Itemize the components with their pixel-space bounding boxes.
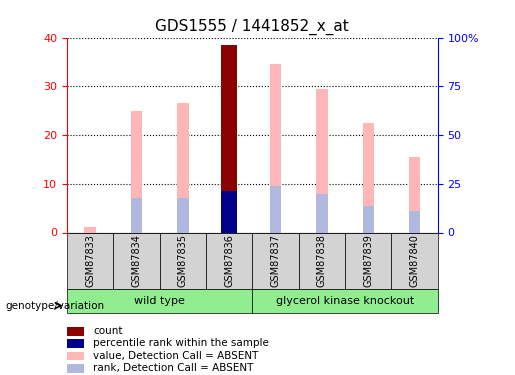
Text: GSM87838: GSM87838 — [317, 234, 327, 287]
Bar — [131, 111, 142, 232]
FancyBboxPatch shape — [160, 232, 206, 289]
Bar — [363, 206, 374, 232]
Bar — [221, 45, 237, 232]
Title: GDS1555 / 1441852_x_at: GDS1555 / 1441852_x_at — [156, 18, 349, 35]
Text: glycerol kinase knockout: glycerol kinase knockout — [276, 296, 414, 306]
Bar — [67, 327, 84, 336]
Bar — [316, 194, 328, 232]
FancyBboxPatch shape — [113, 232, 160, 289]
Text: count: count — [93, 326, 123, 336]
Bar — [67, 339, 84, 348]
Bar — [177, 104, 188, 232]
Text: GSM87840: GSM87840 — [409, 234, 420, 287]
Bar — [67, 364, 84, 373]
FancyBboxPatch shape — [67, 232, 113, 289]
Bar — [177, 198, 188, 232]
Text: GSM87833: GSM87833 — [85, 234, 95, 287]
FancyBboxPatch shape — [67, 289, 252, 313]
Bar — [221, 191, 237, 232]
Text: GSM87834: GSM87834 — [131, 234, 142, 287]
Text: percentile rank within the sample: percentile rank within the sample — [93, 338, 269, 348]
Bar — [409, 157, 420, 232]
Text: GSM87837: GSM87837 — [270, 234, 281, 287]
Text: genotype/variation: genotype/variation — [5, 301, 104, 310]
FancyBboxPatch shape — [206, 232, 252, 289]
Bar — [67, 352, 84, 360]
Bar — [270, 64, 281, 232]
FancyBboxPatch shape — [252, 232, 299, 289]
Text: GSM87839: GSM87839 — [363, 234, 373, 287]
FancyBboxPatch shape — [299, 232, 345, 289]
Bar — [131, 198, 142, 232]
Bar — [363, 123, 374, 232]
Text: rank, Detection Call = ABSENT: rank, Detection Call = ABSENT — [93, 363, 253, 373]
FancyBboxPatch shape — [345, 232, 391, 289]
Text: GSM87836: GSM87836 — [224, 234, 234, 287]
Bar — [84, 226, 96, 232]
Text: GSM87835: GSM87835 — [178, 234, 188, 287]
Text: value, Detection Call = ABSENT: value, Detection Call = ABSENT — [93, 351, 259, 360]
FancyBboxPatch shape — [252, 289, 438, 313]
Bar — [409, 211, 420, 232]
Bar — [316, 89, 328, 232]
Text: wild type: wild type — [134, 296, 185, 306]
Bar — [270, 186, 281, 232]
FancyBboxPatch shape — [391, 232, 438, 289]
